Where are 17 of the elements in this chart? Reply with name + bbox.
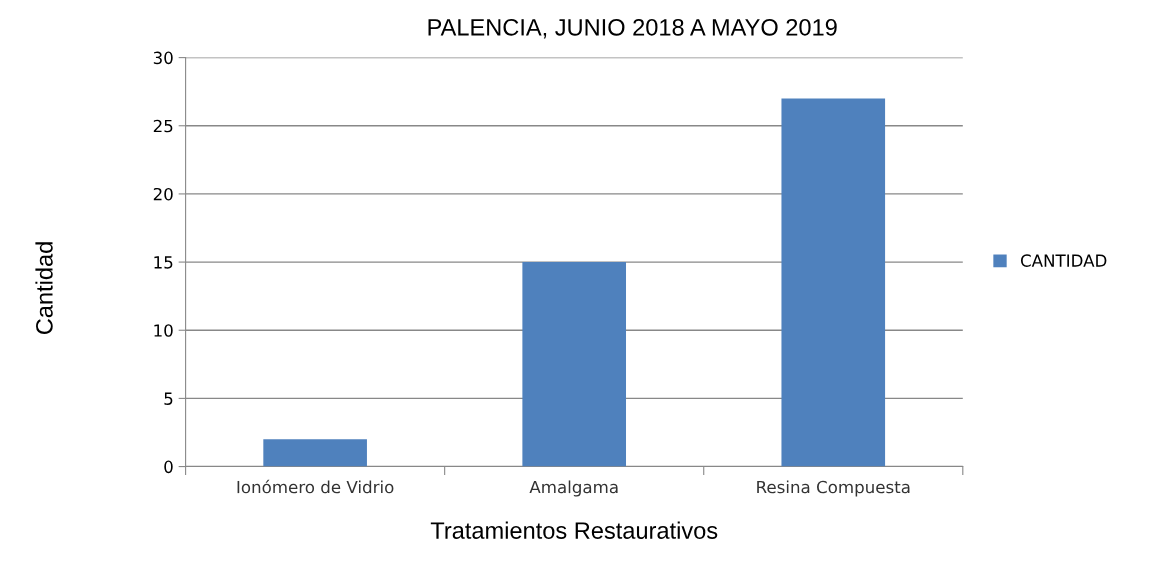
y-tick-label: 15 xyxy=(154,256,173,269)
bar xyxy=(522,262,627,467)
y-tick-label: 0 xyxy=(164,460,173,474)
y-tick-label: 10 xyxy=(154,324,173,337)
y-tick-label: 5 xyxy=(164,392,173,405)
x-tick-label: Resina Compuesta xyxy=(757,480,910,497)
bar xyxy=(781,98,886,467)
y-tick-label: 30 xyxy=(153,51,173,65)
y-tick-label: 25 xyxy=(153,119,173,133)
bar xyxy=(263,439,367,467)
x-tick-label: Amalgama xyxy=(529,480,618,497)
x-tick-label: Ionómero de Vidrio xyxy=(237,479,394,494)
y-tick-label: 20 xyxy=(153,187,173,201)
x-axis-title: Tratamientos Restaurativos xyxy=(430,521,718,539)
chart-title: PALENCIA, JUNIO 2018 A MAYO 2019 xyxy=(428,18,837,39)
legend-label: CANTIDAD xyxy=(1020,254,1107,267)
y-axis-title: Cantidad xyxy=(35,242,53,335)
